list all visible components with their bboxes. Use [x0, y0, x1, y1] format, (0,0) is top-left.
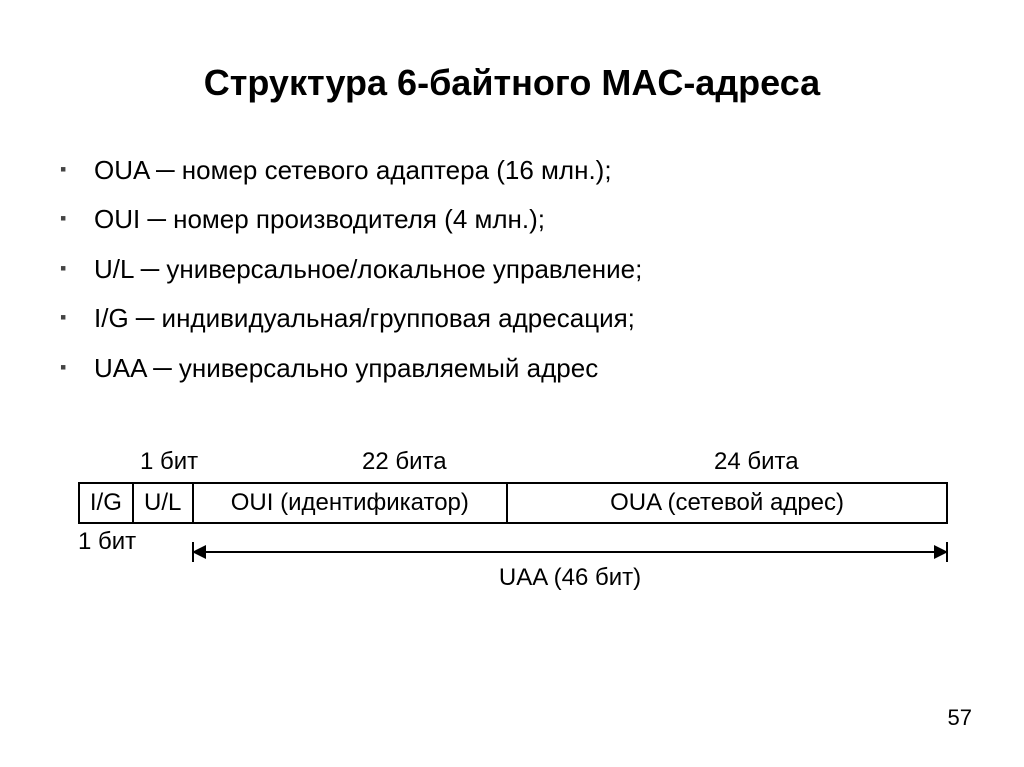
uaa-arrow — [192, 542, 948, 562]
bullet-item: UAA ─ универсально управляемый адрес — [60, 344, 1024, 393]
field-oua: OUA (сетевой адрес) — [508, 484, 946, 522]
mac-structure-diagram: 1 бит 22 бита 24 бита I/G U/L OUI (идент… — [78, 448, 948, 524]
bullet-item: I/G ─ индивидуальная/групповая адресация… — [60, 294, 1024, 343]
top-label-ul-bits: 1 бит — [140, 448, 198, 476]
uaa-arrow-stop-right — [946, 542, 948, 562]
page-number: 57 — [948, 705, 972, 731]
top-label-oua-bits: 24 бита — [714, 448, 799, 476]
field-ig: I/G — [80, 484, 134, 522]
field-ul: U/L — [134, 484, 194, 522]
bottom-label-ig-bits: 1 бит — [78, 528, 136, 556]
uaa-arrow-line — [192, 551, 948, 553]
slide-title: Структура 6-байтного MAC-адреса — [0, 0, 1024, 104]
uaa-caption: UAA (46 бит) — [192, 564, 948, 592]
bullet-item: OUI ─ номер производителя (4 млн.); — [60, 195, 1024, 244]
definition-list: OUA ─ номер сетевого адаптера (16 млн.);… — [60, 146, 1024, 393]
top-bit-labels: 1 бит 22 бита 24 бита — [78, 448, 948, 482]
top-label-oui-bits: 22 бита — [362, 448, 447, 476]
slide: Структура 6-байтного MAC-адреса OUA ─ но… — [0, 0, 1024, 767]
field-oui: OUI (идентификатор) — [194, 484, 509, 522]
bullet-item: OUA ─ номер сетевого адаптера (16 млн.); — [60, 146, 1024, 195]
bullet-item: U/L ─ универсальное/локальное управление… — [60, 245, 1024, 294]
field-row: I/G U/L OUI (идентификатор) OUA (сетевой… — [78, 482, 948, 524]
uaa-span: UAA (46 бит) — [192, 542, 948, 592]
